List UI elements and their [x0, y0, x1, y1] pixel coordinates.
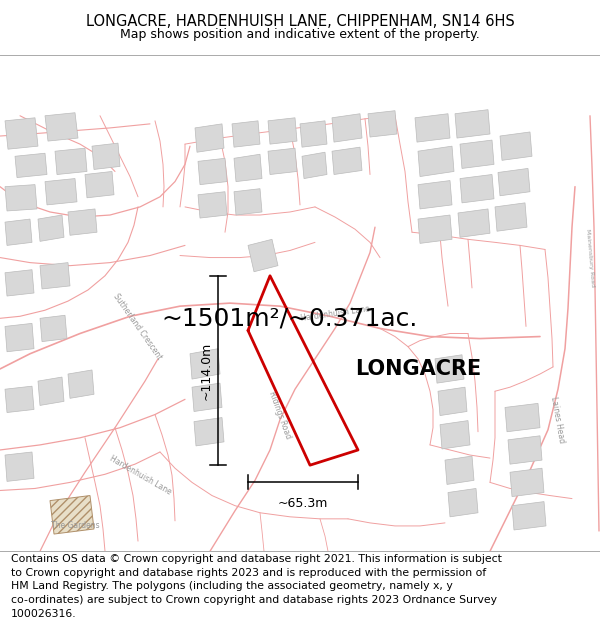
Polygon shape	[448, 489, 478, 517]
Polygon shape	[268, 118, 297, 144]
Text: Ridings Road: Ridings Road	[267, 389, 293, 439]
Polygon shape	[5, 386, 34, 412]
Polygon shape	[198, 192, 227, 218]
Polygon shape	[192, 383, 222, 411]
Text: Hardenhuish Lane: Hardenhuish Lane	[300, 304, 370, 322]
Polygon shape	[268, 148, 297, 174]
Text: LONGACRE: LONGACRE	[355, 359, 481, 379]
Polygon shape	[505, 403, 540, 432]
Polygon shape	[68, 370, 94, 398]
Polygon shape	[508, 436, 542, 464]
Polygon shape	[512, 502, 546, 530]
Polygon shape	[195, 124, 224, 152]
Polygon shape	[418, 215, 452, 243]
Polygon shape	[455, 110, 490, 138]
Polygon shape	[40, 315, 67, 342]
Text: Contains OS data © Crown copyright and database right 2021. This information is : Contains OS data © Crown copyright and d…	[11, 554, 502, 619]
Polygon shape	[85, 171, 114, 198]
Polygon shape	[5, 184, 37, 211]
Polygon shape	[68, 209, 97, 235]
Polygon shape	[510, 468, 544, 496]
Text: The Gardens: The Gardens	[50, 521, 100, 531]
Polygon shape	[92, 143, 120, 169]
Polygon shape	[418, 181, 452, 209]
Polygon shape	[50, 496, 94, 534]
Text: LONGACRE, HARDENHUISH LANE, CHIPPENHAM, SN14 6HS: LONGACRE, HARDENHUISH LANE, CHIPPENHAM, …	[86, 14, 514, 29]
Polygon shape	[302, 152, 327, 179]
Polygon shape	[45, 112, 78, 141]
Polygon shape	[368, 111, 397, 137]
Polygon shape	[40, 262, 70, 289]
Polygon shape	[458, 209, 490, 238]
Polygon shape	[435, 355, 464, 383]
Text: Sutherland Crescent: Sutherland Crescent	[112, 292, 164, 361]
Polygon shape	[55, 148, 87, 174]
Polygon shape	[198, 158, 227, 184]
Polygon shape	[438, 387, 467, 416]
Polygon shape	[332, 147, 362, 174]
Polygon shape	[498, 168, 530, 196]
Polygon shape	[45, 179, 77, 205]
Polygon shape	[232, 121, 260, 147]
Polygon shape	[300, 121, 327, 147]
Polygon shape	[495, 203, 527, 231]
Text: Laines Head: Laines Head	[550, 396, 566, 444]
Polygon shape	[5, 452, 34, 481]
Text: Map shows position and indicative extent of the property.: Map shows position and indicative extent…	[120, 28, 480, 41]
Polygon shape	[234, 154, 262, 182]
Polygon shape	[500, 132, 532, 161]
Text: ~65.3m: ~65.3m	[278, 496, 328, 509]
Polygon shape	[460, 174, 494, 203]
Polygon shape	[5, 219, 32, 246]
Polygon shape	[15, 153, 47, 178]
Text: Hardenhuish Lane: Hardenhuish Lane	[107, 454, 172, 497]
Polygon shape	[418, 146, 454, 176]
Polygon shape	[440, 421, 470, 449]
Polygon shape	[5, 323, 34, 352]
Polygon shape	[190, 349, 220, 379]
Polygon shape	[38, 215, 64, 241]
Polygon shape	[234, 189, 262, 215]
Polygon shape	[460, 140, 494, 168]
Polygon shape	[38, 377, 64, 406]
Polygon shape	[194, 418, 224, 446]
Polygon shape	[415, 114, 450, 142]
Text: ~114.0m: ~114.0m	[199, 341, 212, 399]
Polygon shape	[248, 239, 278, 272]
Polygon shape	[5, 118, 38, 149]
Polygon shape	[332, 114, 362, 142]
Polygon shape	[445, 456, 474, 484]
Text: ~1501m²/~0.371ac.: ~1501m²/~0.371ac.	[162, 306, 418, 331]
Polygon shape	[5, 270, 34, 296]
Text: Mainensbury Road: Mainensbury Road	[585, 228, 595, 287]
